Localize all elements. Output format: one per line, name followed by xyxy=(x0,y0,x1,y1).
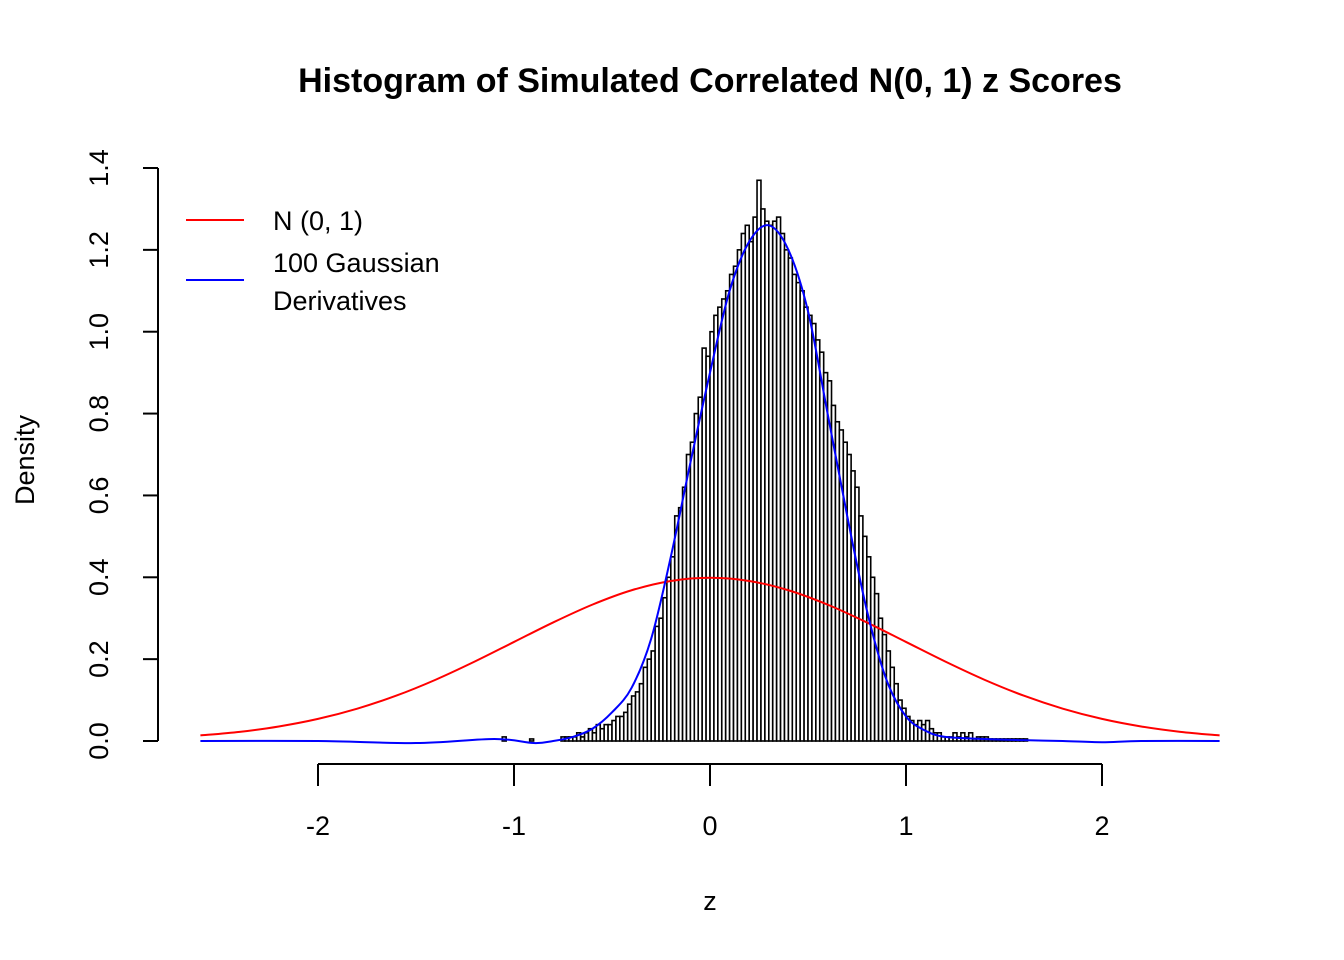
normal-density-line xyxy=(200,576,1220,737)
x-tick-label: 0 xyxy=(702,811,717,841)
y-axis-label: Density xyxy=(10,414,40,505)
x-tick-label: 2 xyxy=(1094,811,1109,841)
legend-entry-line: Derivatives xyxy=(273,286,407,316)
gaussian-derivatives-line xyxy=(200,224,1220,745)
legend-entry: 100 Gaussian Derivatives xyxy=(273,248,440,316)
y-tick-label: 1.4 xyxy=(84,149,114,187)
y-tick-label: 0.6 xyxy=(84,477,114,515)
y-tick-label: 0.4 xyxy=(84,559,114,597)
x-axis: -2 -1 0 1 2 xyxy=(306,763,1110,841)
histogram-bar xyxy=(967,732,974,742)
histogram-bar xyxy=(528,738,535,742)
x-tick-label: 1 xyxy=(898,811,913,841)
x-axis-label: z xyxy=(703,886,717,916)
legend-entry-line: N (0, 1) xyxy=(273,206,363,236)
legend-entry-line: 100 Gaussian xyxy=(273,248,440,278)
histogram-bars xyxy=(501,179,1029,742)
legend-entry: N (0, 1) xyxy=(273,206,363,236)
y-tick-label: 0.8 xyxy=(84,395,114,433)
x-tick-label: -1 xyxy=(502,811,526,841)
y-tick-label: 0.2 xyxy=(84,640,114,678)
y-tick-label: 1.0 xyxy=(84,313,114,351)
chart-title: Histogram of Simulated Correlated N(0, 1… xyxy=(298,62,1122,100)
density-curves xyxy=(200,224,1220,745)
y-tick-label: 0.0 xyxy=(84,722,114,760)
legend: N (0, 1) 100 Gaussian Derivatives xyxy=(186,206,440,316)
x-tick-label: -2 xyxy=(306,811,330,841)
y-tick-label: 1.2 xyxy=(84,231,114,269)
y-axis: 0.0 0.2 0.4 0.6 0.8 1.0 1.2 1.4 xyxy=(84,149,159,760)
